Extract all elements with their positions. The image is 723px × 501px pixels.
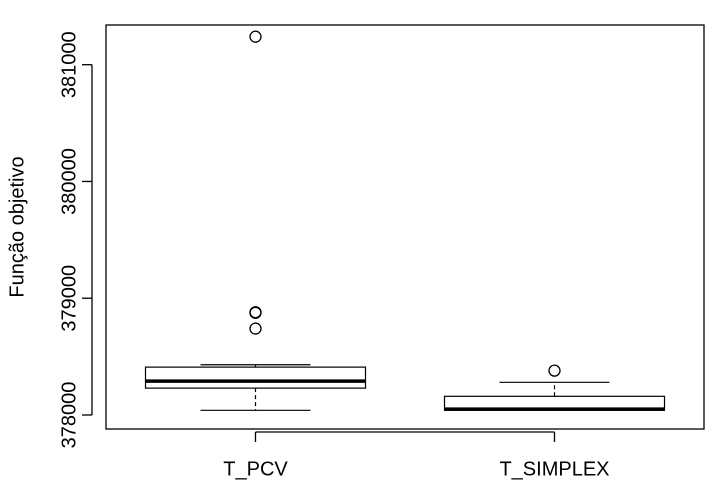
x-tick-label: T_PCV: [223, 458, 288, 480]
y-tick-label: 380000: [58, 148, 80, 215]
outlier-point: [249, 30, 262, 43]
iqr-box: [144, 366, 367, 389]
y-axis-title: Função objetivo: [6, 156, 28, 297]
outlier-point: [249, 322, 262, 335]
box-t-simplex: [443, 364, 666, 411]
box-t-pcv: [144, 30, 367, 411]
boxes-layer: [144, 30, 666, 411]
y-tick-label: 381000: [58, 31, 80, 98]
x-axis: T_PCV T_SIMPLEX: [223, 431, 610, 480]
x-tick-label: T_SIMPLEX: [499, 458, 609, 480]
y-axis: 378000 379000 380000 381000: [58, 31, 93, 449]
y-tick-label: 378000: [58, 382, 80, 449]
y-tick-label: 379000: [58, 265, 80, 332]
plot-frame: [105, 24, 705, 430]
outlier-point: [249, 306, 262, 319]
outlier-point: [548, 364, 561, 377]
